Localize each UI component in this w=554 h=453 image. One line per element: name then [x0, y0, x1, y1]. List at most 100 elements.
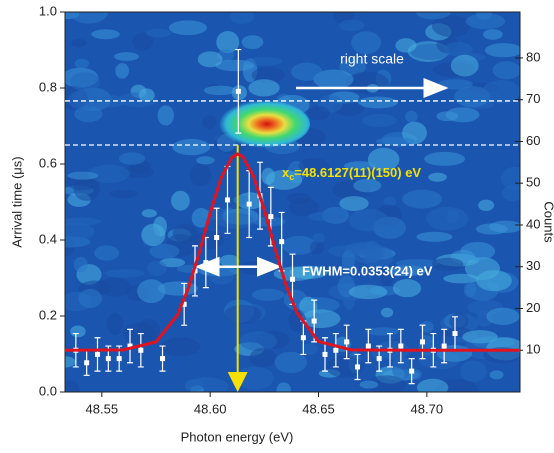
heatmap-cell — [65, 222, 95, 241]
heatmap-cell — [348, 208, 389, 232]
heatmap-cell — [193, 231, 225, 250]
heatmap-cell — [104, 269, 145, 278]
plot-frame — [64, 11, 521, 393]
heatmap-cell — [307, 211, 343, 222]
heatmap-cell — [138, 88, 155, 102]
heatmap-cell — [339, 196, 369, 211]
data-point — [160, 356, 165, 362]
heatmap-cell — [276, 382, 291, 392]
heatmap-cell — [391, 356, 412, 380]
heatmap-cell — [70, 325, 86, 338]
heatmap-cell — [73, 256, 88, 273]
data-point — [279, 239, 285, 245]
heatmap-cell — [313, 69, 354, 90]
heatmap-cell — [146, 28, 171, 38]
heatmap-cell — [265, 169, 303, 190]
heatmap-cell — [428, 172, 447, 182]
x-tick-label: 48.70 — [411, 401, 444, 416]
heatmap-cell — [189, 163, 212, 187]
y2-tick-label: 80 — [526, 49, 540, 64]
data-point — [138, 347, 144, 353]
data-point — [333, 347, 339, 353]
heatmap-cell — [426, 206, 469, 231]
data-point — [398, 343, 404, 349]
heatmap-cell — [432, 257, 464, 271]
data-point — [246, 201, 252, 207]
heatmap-cell — [424, 151, 466, 166]
heatmap-cell — [233, 195, 250, 205]
heatmap-cell — [348, 284, 388, 300]
y-tick-label: 1.0 — [39, 3, 57, 18]
heatmap — [65, 12, 520, 392]
y-tick-label: 0.4 — [39, 231, 57, 246]
fit-line — [65, 152, 520, 352]
heatmap-cell — [202, 115, 217, 130]
heatmap-cell — [420, 321, 434, 333]
y-tick-label: 0.6 — [39, 155, 57, 170]
y2-axis-label: Counts — [542, 201, 554, 243]
heatmap-cell — [395, 38, 417, 53]
data-point — [420, 339, 425, 345]
data-point — [311, 318, 317, 324]
heatmap-cell — [478, 199, 495, 211]
hot-spot — [214, 100, 310, 148]
heatmap-cell — [191, 208, 211, 228]
heatmap-cell — [443, 42, 473, 57]
annotation: right scale — [340, 51, 404, 67]
heatmap-cell — [141, 223, 166, 247]
heatmap-cell — [492, 61, 520, 80]
heatmap-cell — [375, 137, 416, 146]
heatmap-cell — [70, 72, 101, 92]
heatmap-cell — [301, 309, 341, 329]
heatmap-cell — [67, 171, 99, 180]
heatmap-cell — [282, 235, 317, 255]
y2-tick-label: 30 — [526, 258, 540, 273]
heatmap-cell — [239, 331, 277, 352]
heatmap-cell — [196, 156, 215, 165]
heatmap-cell — [365, 327, 400, 336]
heatmap-cell — [454, 86, 491, 108]
x-tick-label: 48.60 — [194, 401, 227, 416]
heatmap-cell — [229, 12, 255, 25]
heatmap-cell — [449, 312, 469, 330]
heatmap-cell — [69, 12, 109, 24]
heatmap-cell — [312, 232, 325, 243]
heatmap-cell — [249, 347, 277, 368]
data-point — [409, 368, 415, 374]
heatmap-cell — [486, 307, 520, 325]
heatmap-cell — [309, 240, 324, 255]
heatmap-cell — [87, 164, 130, 184]
heatmap-cell — [65, 380, 80, 392]
heatmap-cell — [291, 62, 323, 81]
heatmap-cell — [159, 258, 186, 268]
heatmap-cell — [78, 288, 103, 309]
heatmap-cell — [109, 189, 138, 198]
heatmap-cell — [359, 380, 379, 389]
heatmap-cell — [416, 378, 449, 392]
heatmap-cell — [137, 279, 166, 304]
data-point — [441, 343, 447, 349]
heatmap-cell — [362, 113, 397, 128]
heatmap-cell — [197, 51, 223, 68]
y2-tick-label: 20 — [526, 300, 540, 315]
heatmap-cell — [215, 59, 255, 72]
symbol: x — [282, 165, 290, 180]
heatmap-cell — [443, 273, 480, 284]
heatmap-cell — [74, 58, 90, 69]
heatmap-cell — [274, 351, 308, 374]
heatmap-cell — [114, 52, 140, 61]
data-point — [355, 364, 360, 370]
heatmap-cell — [248, 79, 280, 97]
heatmap-cell — [460, 241, 496, 261]
y-axis-label: Arrival time (μs) — [9, 156, 24, 247]
heatmap-cell — [141, 209, 157, 218]
data-point — [344, 339, 350, 345]
heatmap-cell — [288, 198, 320, 217]
heatmap-cell — [436, 111, 459, 122]
subscript: c — [289, 172, 294, 182]
heatmap-cell — [149, 243, 180, 259]
heatmap-cell — [168, 20, 208, 36]
heatmap-cell — [157, 105, 175, 126]
heatmap-cell — [395, 259, 439, 268]
